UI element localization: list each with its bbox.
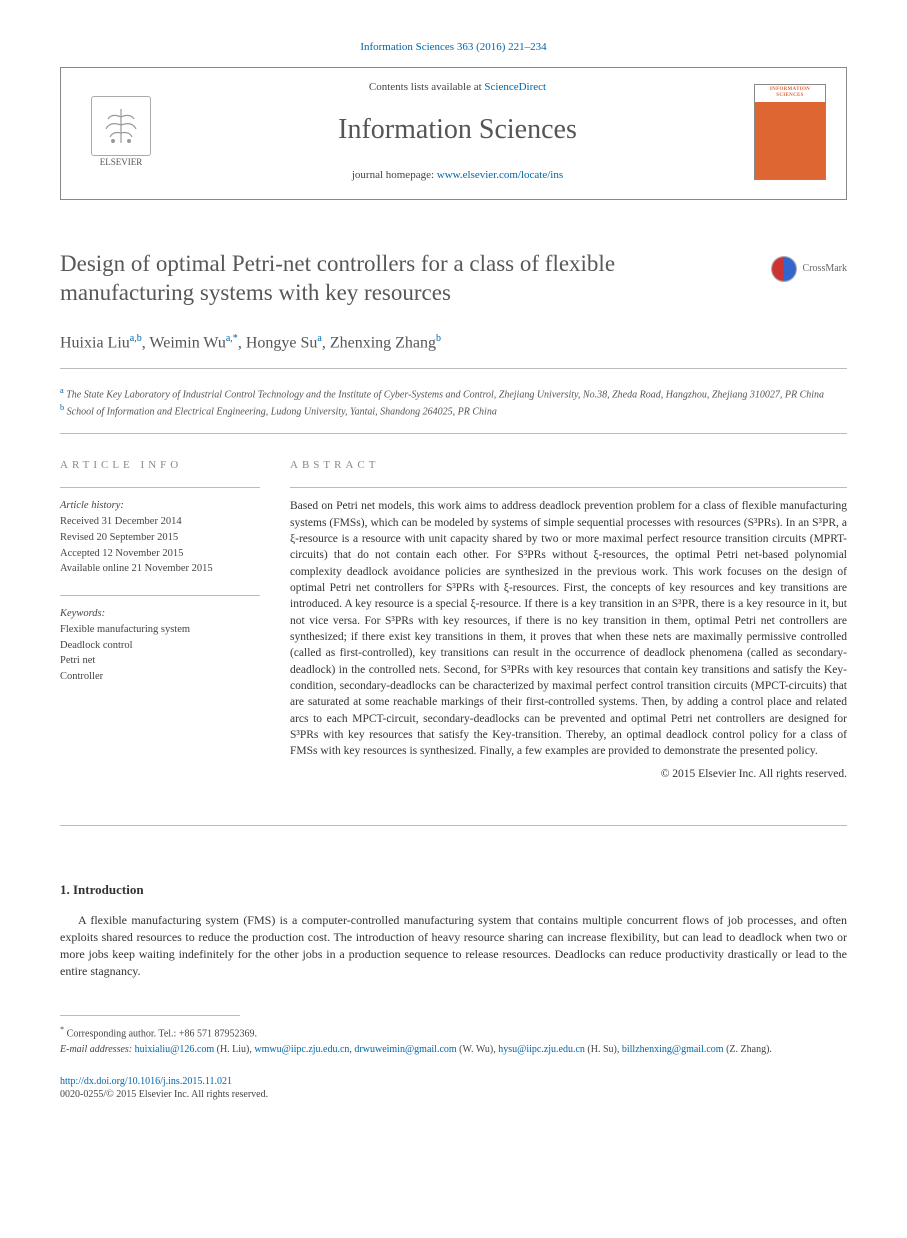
article-title: Design of optimal Petri-net controllers … — [60, 250, 847, 308]
abstract-label: abstract — [290, 458, 847, 473]
affiliation-b: b School of Information and Electrical E… — [60, 402, 847, 419]
sciencedirect-link[interactable]: ScienceDirect — [484, 81, 546, 93]
doi-link[interactable]: http://dx.doi.org/10.1016/j.ins.2015.11.… — [60, 1076, 232, 1087]
issn-copyright: 0020-0255/© 2015 Elsevier Inc. All right… — [60, 1089, 268, 1100]
keyword-item: Controller — [60, 669, 260, 685]
elsevier-label: ELSEVIER — [100, 156, 143, 168]
journal-title: Information Sciences — [161, 111, 754, 149]
crossmark-badge[interactable]: CrossMark — [771, 256, 847, 282]
cover-thumbnail: INFORMATION SCIENCES — [754, 84, 826, 180]
section-1-heading: 1. Introduction — [60, 881, 847, 899]
keyword-item: Deadlock control — [60, 638, 260, 654]
header-middle: Contents lists available at ScienceDirec… — [161, 80, 754, 183]
email-link[interactable]: huixialiu@126.com — [135, 1044, 214, 1055]
abstract-column: abstract Based on Petri net models, this… — [290, 458, 847, 800]
corresponding-author: * Corresponding author. Tel.: +86 571 87… — [60, 1024, 847, 1041]
cover-thumb-title: INFORMATION SCIENCES — [755, 85, 825, 103]
email-link[interactable]: hysu@iipc.zju.edu.cn — [498, 1044, 585, 1055]
info-abstract-row: article info Article history: Received 3… — [60, 458, 847, 825]
history-block: Article history: Received 31 December 20… — [60, 487, 260, 577]
elsevier-tree-icon — [91, 96, 151, 156]
email-link[interactable]: wmwu@iipc.zju.edu.cn — [254, 1044, 349, 1055]
elsevier-logo: ELSEVIER — [81, 87, 161, 177]
keyword-item: Petri net — [60, 653, 260, 669]
keywords-block: Keywords: Flexible manufacturing systemD… — [60, 595, 260, 685]
email-link[interactable]: billzhenxing@gmail.com — [622, 1044, 724, 1055]
keyword-item: Flexible manufacturing system — [60, 622, 260, 638]
article-info-column: article info Article history: Received 3… — [60, 458, 260, 800]
footnotes: * Corresponding author. Tel.: +86 571 87… — [60, 1024, 847, 1056]
contents-line: Contents lists available at ScienceDirec… — [161, 80, 754, 95]
top-citation: Information Sciences 363 (2016) 221–234 — [60, 40, 847, 55]
article-info-label: article info — [60, 458, 260, 473]
crossmark-label: CrossMark — [803, 263, 847, 276]
email-link[interactable]: drwuweimin@gmail.com — [354, 1044, 456, 1055]
homepage-link[interactable]: www.elsevier.com/locate/ins — [437, 169, 563, 181]
homepage-line: journal homepage: www.elsevier.com/locat… — [161, 168, 754, 183]
abstract-copyright: © 2015 Elsevier Inc. All rights reserved… — [290, 766, 847, 783]
email-addresses: E-mail addresses: huixialiu@126.com (H. … — [60, 1042, 847, 1057]
authors-line: Huixia Liua,b, Weimin Wua,*, Hongye Sua,… — [60, 332, 847, 369]
doi-block: http://dx.doi.org/10.1016/j.ins.2015.11.… — [60, 1075, 847, 1102]
affiliation-a: a The State Key Laboratory of Industrial… — [60, 385, 847, 402]
footnote-separator — [60, 1015, 240, 1024]
abstract-text: Based on Petri net models, this work aim… — [290, 498, 847, 759]
crossmark-icon — [771, 256, 797, 282]
affiliations: a The State Key Laboratory of Industrial… — [60, 385, 847, 435]
journal-header: ELSEVIER Contents lists available at Sci… — [60, 67, 847, 200]
intro-paragraph: A flexible manufacturing system (FMS) is… — [60, 912, 847, 980]
